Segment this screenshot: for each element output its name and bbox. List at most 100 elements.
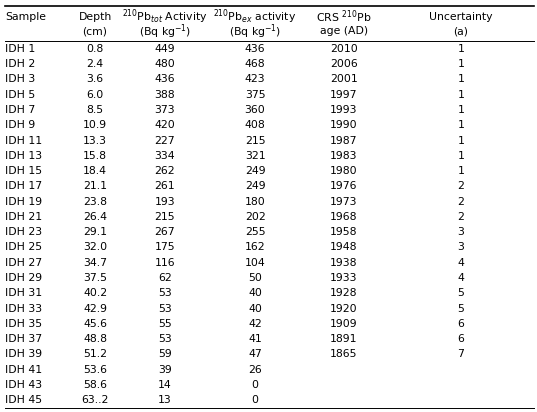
- Text: 1891: 1891: [330, 334, 358, 344]
- Text: 59: 59: [158, 349, 172, 359]
- Text: 42: 42: [248, 319, 262, 329]
- Text: 58.6: 58.6: [83, 380, 107, 390]
- Text: 1: 1: [458, 120, 464, 130]
- Text: IDH 1: IDH 1: [5, 44, 35, 54]
- Text: 1: 1: [458, 59, 464, 69]
- Text: 1: 1: [458, 151, 464, 161]
- Text: 40.2: 40.2: [83, 288, 107, 298]
- Text: 4: 4: [458, 258, 464, 268]
- Text: 53: 53: [158, 334, 172, 344]
- Text: 32.0: 32.0: [83, 242, 107, 253]
- Text: 21.1: 21.1: [83, 181, 107, 191]
- Text: 180: 180: [245, 197, 265, 207]
- Text: 62: 62: [158, 273, 172, 283]
- Text: IDH 13: IDH 13: [5, 151, 42, 161]
- Text: 1933: 1933: [330, 273, 358, 283]
- Text: Uncertainty: Uncertainty: [429, 12, 492, 22]
- Text: 449: 449: [155, 44, 175, 54]
- Text: 23.8: 23.8: [83, 197, 107, 207]
- Text: 4: 4: [458, 273, 464, 283]
- Text: 193: 193: [155, 197, 175, 207]
- Text: 360: 360: [245, 105, 265, 115]
- Text: 45.6: 45.6: [83, 319, 107, 329]
- Text: IDH 5: IDH 5: [5, 90, 35, 100]
- Text: 373: 373: [155, 105, 175, 115]
- Text: IDH 39: IDH 39: [5, 349, 42, 359]
- Text: 47: 47: [248, 349, 262, 359]
- Text: IDH 17: IDH 17: [5, 181, 42, 191]
- Text: 39: 39: [158, 365, 172, 375]
- Text: 18.4: 18.4: [83, 166, 107, 176]
- Text: IDH 43: IDH 43: [5, 380, 42, 390]
- Text: 6: 6: [458, 334, 464, 344]
- Text: 53: 53: [158, 288, 172, 298]
- Text: IDH 2: IDH 2: [5, 59, 35, 69]
- Text: 321: 321: [245, 151, 265, 161]
- Text: 1993: 1993: [330, 105, 358, 115]
- Text: 1: 1: [458, 44, 464, 54]
- Text: 1: 1: [458, 75, 464, 84]
- Text: 26: 26: [248, 365, 262, 375]
- Text: IDH 37: IDH 37: [5, 334, 42, 344]
- Text: 175: 175: [155, 242, 175, 253]
- Text: IDH 35: IDH 35: [5, 319, 42, 329]
- Text: 2.4: 2.4: [86, 59, 104, 69]
- Text: 1928: 1928: [330, 288, 358, 298]
- Text: 48.8: 48.8: [83, 334, 107, 344]
- Text: 1920: 1920: [330, 304, 358, 314]
- Text: 104: 104: [245, 258, 265, 268]
- Text: 1983: 1983: [330, 151, 358, 161]
- Text: 8.5: 8.5: [86, 105, 104, 115]
- Text: 53.6: 53.6: [83, 365, 107, 375]
- Text: 227: 227: [155, 136, 175, 145]
- Text: 116: 116: [155, 258, 175, 268]
- Text: 7: 7: [458, 349, 464, 359]
- Text: 1980: 1980: [330, 166, 358, 176]
- Text: 2001: 2001: [330, 75, 358, 84]
- Text: 388: 388: [155, 90, 175, 100]
- Text: 0: 0: [251, 380, 259, 390]
- Text: 14: 14: [158, 380, 172, 390]
- Text: 162: 162: [245, 242, 265, 253]
- Text: 2: 2: [458, 181, 464, 191]
- Text: (a): (a): [453, 26, 468, 36]
- Text: 1948: 1948: [330, 242, 358, 253]
- Text: CRS $^{210}$Pb: CRS $^{210}$Pb: [316, 8, 372, 25]
- Text: 1968: 1968: [330, 212, 358, 222]
- Text: 0: 0: [251, 395, 259, 405]
- Text: 51.2: 51.2: [83, 349, 107, 359]
- Text: 50: 50: [248, 273, 262, 283]
- Text: 6: 6: [458, 319, 464, 329]
- Text: 26.4: 26.4: [83, 212, 107, 222]
- Text: (Bq kg$^{-1}$): (Bq kg$^{-1}$): [139, 22, 191, 41]
- Text: 53: 53: [158, 304, 172, 314]
- Text: 215: 215: [155, 212, 175, 222]
- Text: 436: 436: [155, 75, 175, 84]
- Text: 15.8: 15.8: [83, 151, 107, 161]
- Text: 436: 436: [245, 44, 265, 54]
- Text: 1997: 1997: [330, 90, 358, 100]
- Text: IDH 23: IDH 23: [5, 227, 42, 237]
- Text: $^{210}$Pb$_{ex}$ activity: $^{210}$Pb$_{ex}$ activity: [214, 7, 296, 26]
- Text: IDH 19: IDH 19: [5, 197, 42, 207]
- Text: 261: 261: [155, 181, 175, 191]
- Text: (cm): (cm): [83, 26, 107, 36]
- Text: 3: 3: [458, 242, 464, 253]
- Text: 1865: 1865: [330, 349, 358, 359]
- Text: 34.7: 34.7: [83, 258, 107, 268]
- Text: 420: 420: [155, 120, 175, 130]
- Text: 202: 202: [245, 212, 265, 222]
- Text: 2: 2: [458, 197, 464, 207]
- Text: 215: 215: [245, 136, 265, 145]
- Text: IDH 45: IDH 45: [5, 395, 42, 405]
- Text: IDH 21: IDH 21: [5, 212, 42, 222]
- Text: 1: 1: [458, 166, 464, 176]
- Text: Sample: Sample: [5, 12, 46, 22]
- Text: 375: 375: [245, 90, 265, 100]
- Text: 5: 5: [458, 288, 464, 298]
- Text: Depth: Depth: [78, 12, 112, 22]
- Text: IDH 9: IDH 9: [5, 120, 35, 130]
- Text: 262: 262: [155, 166, 175, 176]
- Text: IDH 31: IDH 31: [5, 288, 42, 298]
- Text: 334: 334: [155, 151, 175, 161]
